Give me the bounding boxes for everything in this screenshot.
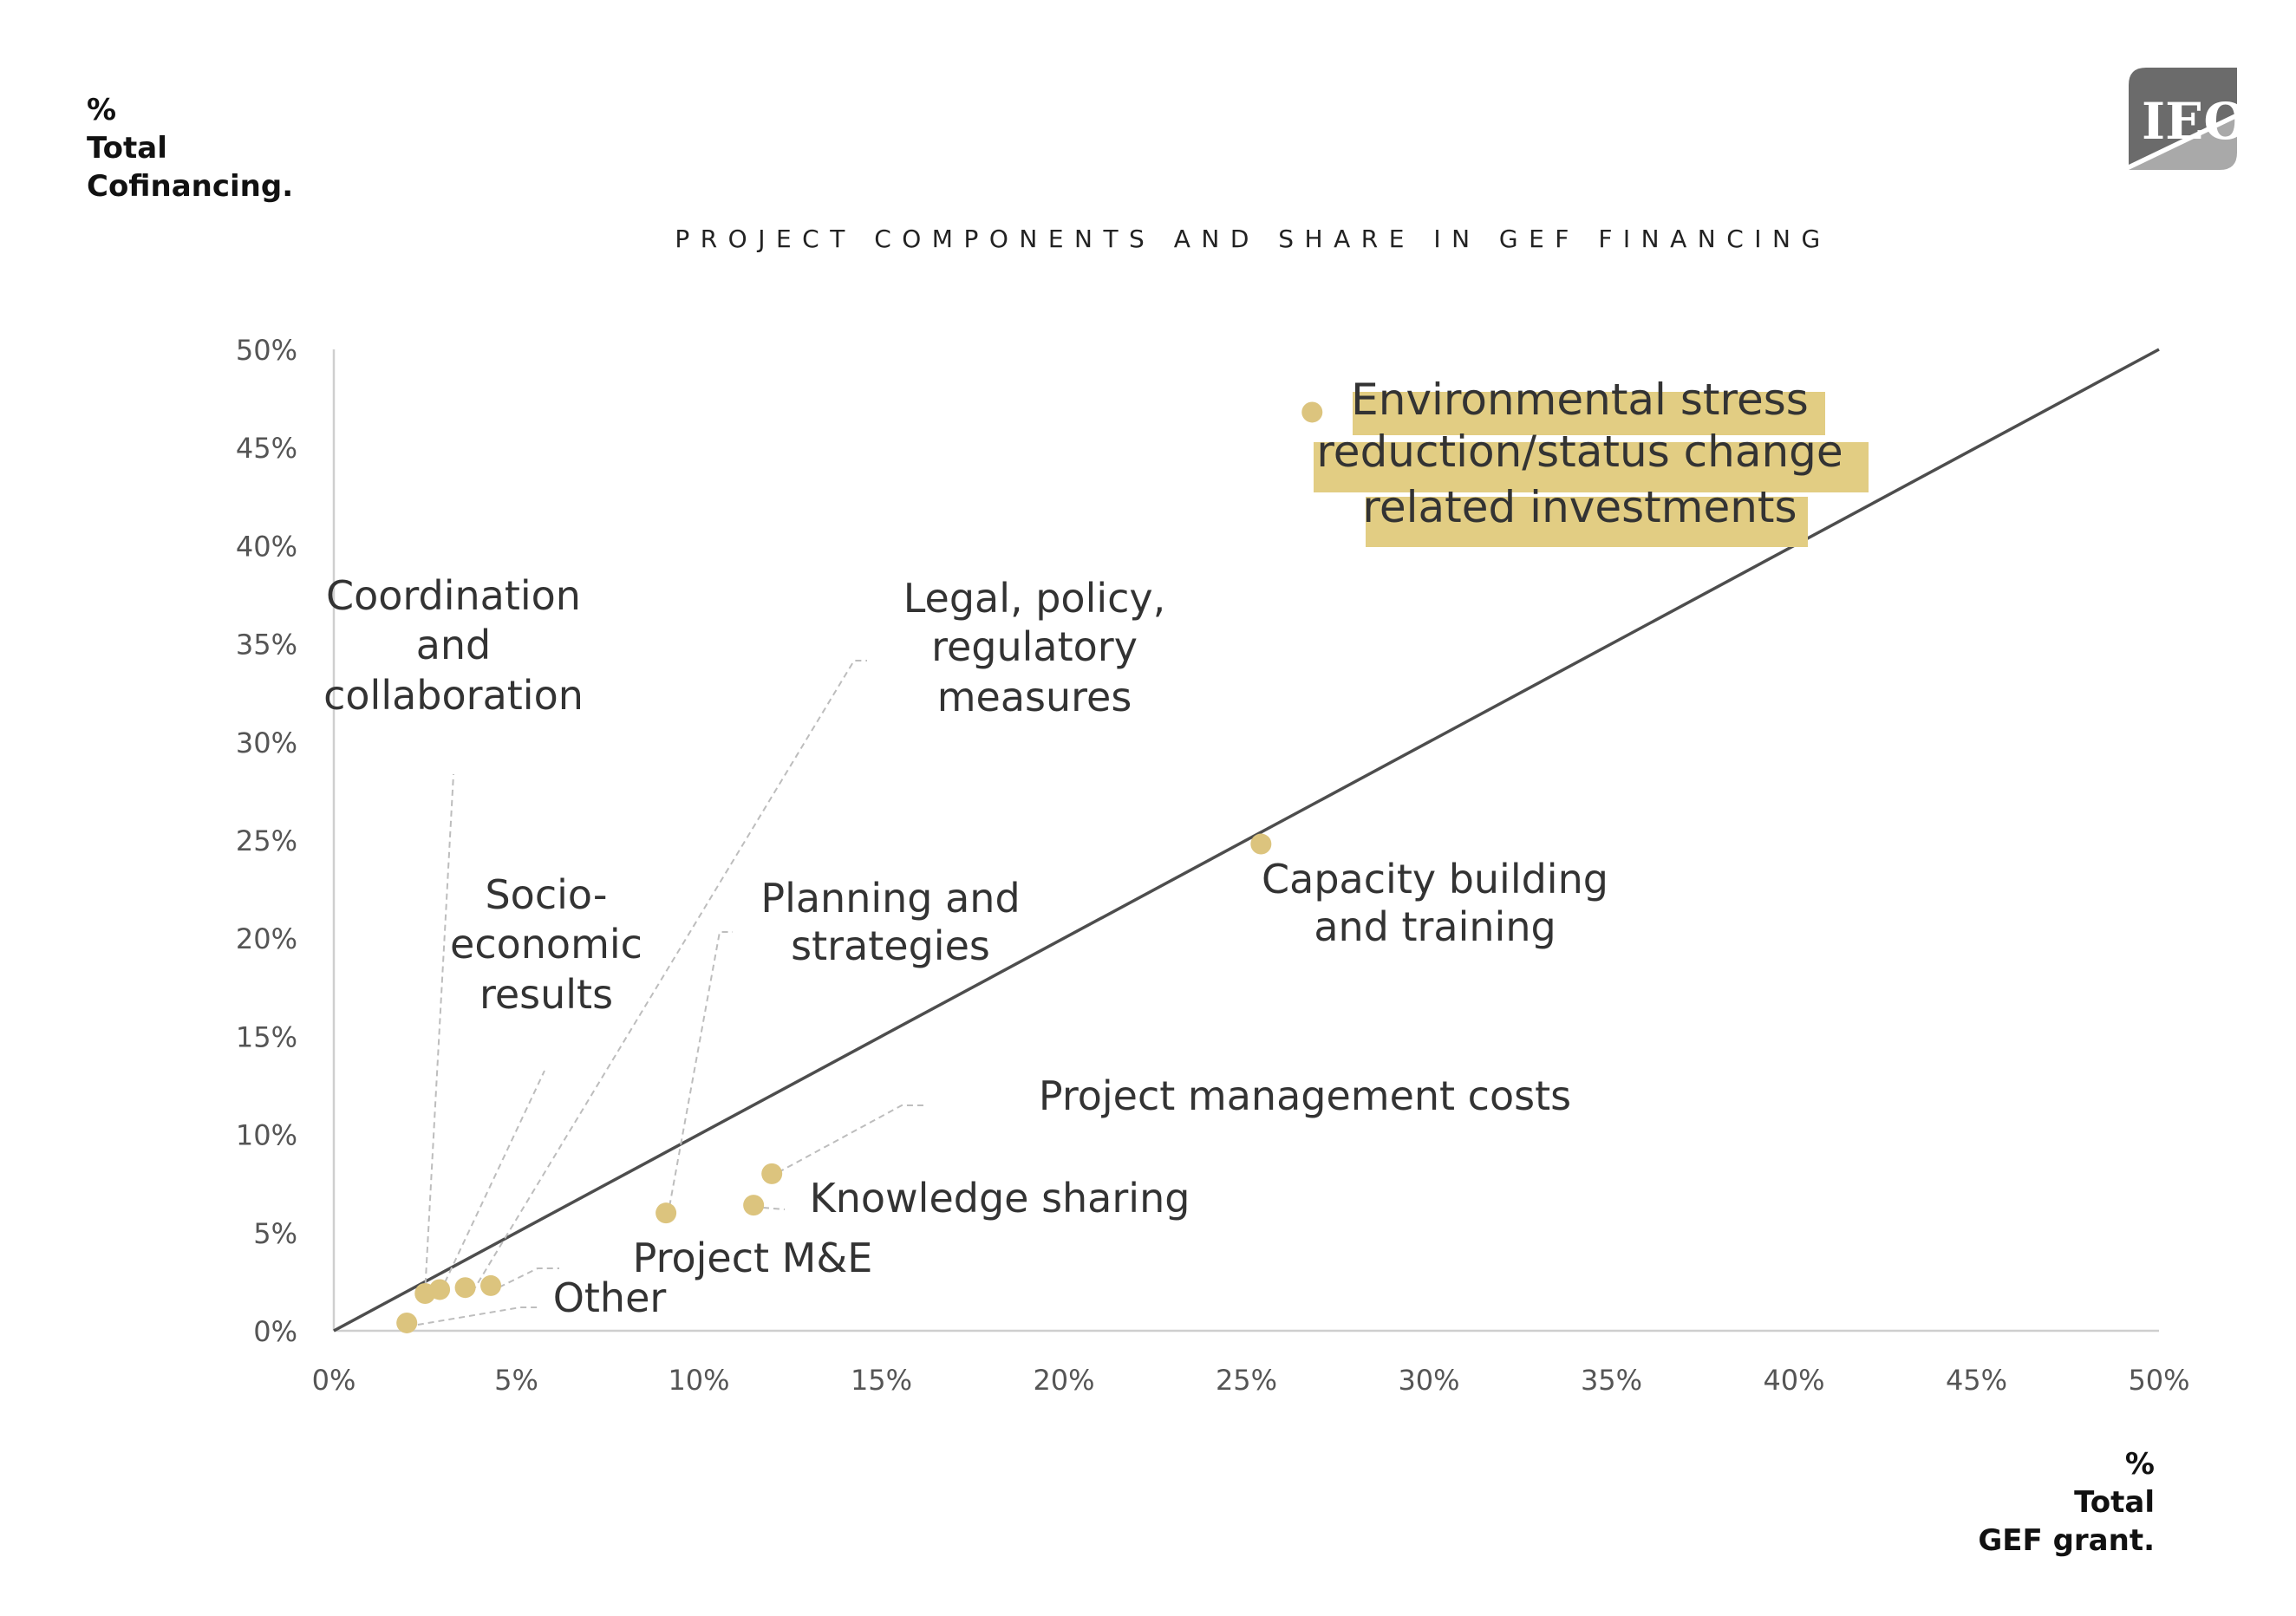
point-label: Project management costs bbox=[1039, 1072, 1571, 1119]
y-tick-label: 25% bbox=[236, 824, 297, 857]
logo-light-shape bbox=[2129, 118, 2237, 170]
data-point bbox=[480, 1274, 502, 1296]
point-label: Other bbox=[553, 1274, 667, 1321]
x-tick-label: 50% bbox=[2128, 1364, 2189, 1397]
data-point bbox=[454, 1277, 476, 1299]
x-tick-label: 30% bbox=[1398, 1364, 1459, 1397]
reference-line-y-equals-x bbox=[333, 348, 2160, 1333]
y-axis-title: % bbox=[87, 93, 116, 127]
data-point bbox=[656, 1202, 677, 1224]
x-tick-label: 40% bbox=[1763, 1364, 1824, 1397]
leader-line bbox=[762, 1207, 786, 1210]
point-label: strategies bbox=[791, 922, 990, 969]
y-axis-title: Cofinancing. bbox=[87, 169, 293, 204]
point-label: Project M&E bbox=[633, 1235, 873, 1281]
point-label: results bbox=[479, 971, 613, 1018]
point-label: Legal, policy, bbox=[903, 575, 1166, 622]
y-tick-label: 40% bbox=[236, 530, 297, 563]
x-tick-label: 45% bbox=[1946, 1364, 2007, 1397]
point-label: collaboration bbox=[323, 672, 584, 719]
y-tick-label: 5% bbox=[253, 1217, 297, 1250]
y-tick-label: 15% bbox=[236, 1020, 297, 1053]
x-tick-label: 0% bbox=[312, 1364, 356, 1397]
y-axis-title: Total bbox=[87, 131, 167, 166]
point-label: Planning and bbox=[760, 875, 1020, 922]
x-axis-title: % bbox=[2125, 1447, 2155, 1482]
point-label: Socio- bbox=[485, 871, 607, 918]
point-label: measures bbox=[937, 674, 1132, 720]
x-tick-label: 20% bbox=[1033, 1364, 1094, 1397]
x-tick-label: 15% bbox=[851, 1364, 912, 1397]
x-tick-label: 5% bbox=[494, 1364, 538, 1397]
logo-text: IEO bbox=[2142, 92, 2247, 151]
point-label: and bbox=[416, 622, 492, 668]
label-highlight bbox=[1353, 392, 1825, 435]
leader-line bbox=[407, 1306, 538, 1327]
y-tick-label: 50% bbox=[236, 334, 297, 367]
x-axis-title: Total bbox=[2074, 1485, 2155, 1520]
point-label: Environmental stress bbox=[1351, 375, 1809, 425]
y-tick-label: 20% bbox=[236, 922, 297, 955]
x-tick-label: 10% bbox=[668, 1364, 729, 1397]
leader-line bbox=[667, 931, 733, 1217]
data-point bbox=[743, 1195, 765, 1216]
point-label: reduction/status change bbox=[1316, 427, 1843, 477]
chart-title: PROJECT COMPONENTS AND SHARE IN GEF FINA… bbox=[675, 225, 1830, 253]
ieo-logo-icon: IEO bbox=[2129, 68, 2247, 170]
leader-line bbox=[424, 773, 454, 1295]
logo-dark-shape bbox=[2129, 68, 2237, 165]
label-highlight bbox=[1366, 497, 1808, 547]
x-axis-title: GEF grant. bbox=[1978, 1523, 2155, 1558]
leader-line bbox=[768, 1104, 923, 1178]
point-label: and training bbox=[1314, 903, 1556, 950]
y-tick-label: 10% bbox=[236, 1119, 297, 1152]
data-point bbox=[1301, 401, 1323, 423]
x-tick-label: 35% bbox=[1581, 1364, 1642, 1397]
point-label: regulatory bbox=[931, 623, 1138, 670]
leader-line bbox=[440, 1070, 545, 1293]
point-label: Coordination bbox=[326, 572, 581, 619]
data-point bbox=[761, 1163, 783, 1184]
point-label: economic bbox=[450, 921, 642, 968]
x-tick-label: 25% bbox=[1216, 1364, 1277, 1397]
data-point bbox=[396, 1312, 418, 1333]
data-point bbox=[414, 1282, 436, 1304]
y-tick-label: 45% bbox=[236, 432, 297, 465]
point-label: Knowledge sharing bbox=[810, 1175, 1190, 1222]
label-highlight bbox=[1314, 442, 1869, 492]
point-label: Capacity building bbox=[1262, 856, 1608, 902]
y-tick-label: 30% bbox=[236, 727, 297, 759]
leader-line bbox=[489, 1267, 559, 1293]
data-point bbox=[1250, 833, 1272, 855]
point-label: related investments bbox=[1362, 482, 1797, 532]
y-tick-label: 0% bbox=[253, 1315, 297, 1348]
y-tick-label: 35% bbox=[236, 629, 297, 661]
